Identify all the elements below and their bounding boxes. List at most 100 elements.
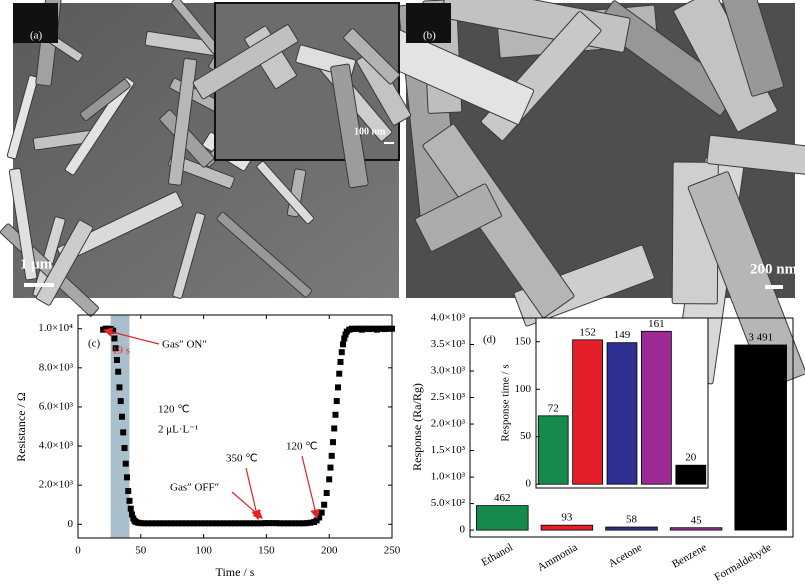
y-tick-label: 2.0×10³: [431, 418, 466, 430]
x-tick-label: Formaldehyde: [712, 541, 773, 583]
data-point: [186, 520, 193, 527]
rod: [414, 183, 502, 252]
data-point: [262, 520, 269, 527]
data-point: [113, 356, 120, 363]
scale-bar-label: 100 nm: [354, 126, 386, 137]
rod: [343, 28, 400, 85]
rod: [64, 77, 135, 176]
value-label: 45: [691, 514, 703, 526]
y-tick-label: 2.5×10³: [431, 391, 466, 403]
plot-frame: [77, 314, 393, 539]
data-point: [129, 511, 136, 518]
data-point: [216, 520, 223, 527]
annotation: 350 ℃: [226, 453, 258, 465]
scale-bar: [384, 142, 394, 144]
rod: [256, 161, 315, 225]
y-tick-label: 50: [520, 430, 532, 442]
x-tick-label: Acetone: [607, 541, 645, 570]
data-point: [152, 520, 159, 527]
x-tick-label: 50: [135, 545, 147, 557]
scale-bar: [24, 283, 54, 287]
data-point: [303, 520, 310, 527]
bar: [734, 344, 787, 531]
data-point: [175, 520, 182, 527]
plot-frame: [535, 317, 709, 489]
data-point: [239, 520, 246, 527]
data-point: [118, 413, 125, 420]
data-point: [318, 509, 325, 516]
y-tick-label: 1.0×10⁴: [38, 322, 73, 334]
data-point: [194, 520, 201, 527]
y-tick-label: 4.0×10³: [39, 440, 74, 452]
data-point: [250, 520, 257, 527]
y-axis-label: Resistance / Ω: [14, 392, 28, 462]
annotation: 120 ℃: [158, 404, 190, 416]
data-point: [224, 520, 231, 527]
bar: [540, 524, 594, 531]
data-point: [205, 520, 212, 527]
sem-inset-rods: [192, 24, 412, 189]
y-tick-label: 4.0×10³: [431, 312, 466, 324]
data-point: [336, 370, 343, 377]
y-axis-label: Response time / s: [500, 364, 512, 441]
data-point: [341, 335, 348, 342]
y-tick-label: 3.0×10³: [431, 365, 466, 377]
value-label: 93: [561, 512, 573, 524]
data-point: [389, 325, 395, 332]
data-point: [137, 520, 144, 527]
x-tick-label: 0: [75, 545, 81, 557]
bar: [675, 464, 707, 485]
value-label: 152: [579, 326, 596, 338]
data-point: [280, 520, 287, 527]
y-tick-label: 0: [460, 524, 466, 536]
data-point: [156, 520, 163, 527]
rod: [6, 75, 39, 160]
x-tick-label: Ethanol: [479, 541, 515, 569]
arrow: [301, 455, 320, 520]
value-label: 20: [685, 452, 697, 464]
x-tick-label: Benzene: [670, 541, 709, 570]
rod: [172, 212, 206, 299]
sem-image-b: [351, 0, 805, 390]
data-point: [333, 398, 340, 405]
data-point: [269, 520, 276, 527]
label-box: [13, 3, 58, 43]
bar: [641, 330, 672, 485]
rod: [422, 123, 575, 319]
scale-bar-label: 1 μm: [20, 256, 53, 272]
data-point: [235, 520, 242, 527]
panel-label: (c): [88, 338, 101, 350]
data-point: [228, 520, 235, 527]
value-label: 149: [614, 329, 631, 341]
scale-bar: [765, 285, 783, 289]
data-point: [179, 520, 186, 527]
data-point: [167, 520, 174, 527]
y-tick-label: 1.0×10³: [431, 471, 466, 483]
value-label: 58: [626, 514, 638, 526]
x-tick-label: 150: [258, 545, 275, 557]
panel-label: (a): [30, 30, 43, 42]
data-point: [213, 520, 220, 527]
bar: [537, 415, 569, 485]
value-label: 161: [648, 318, 665, 330]
rod: [706, 134, 805, 179]
data-point: [141, 520, 148, 527]
data-point: [321, 501, 328, 508]
rod: [192, 24, 299, 100]
rod: [79, 78, 131, 122]
value-label: 3 491: [748, 332, 773, 344]
data-point: [337, 358, 344, 365]
data-point: [265, 520, 272, 527]
data-point: [329, 439, 336, 446]
rod: [168, 57, 198, 186]
data-point: [277, 520, 284, 527]
data-point: [332, 411, 339, 418]
data-point: [254, 520, 261, 527]
rod: [720, 0, 784, 97]
data-point: [273, 520, 280, 527]
arrow: [231, 491, 263, 519]
y-axis-label: Response (Ra/Rg): [410, 383, 424, 471]
label-box: [406, 3, 451, 43]
bar: [605, 526, 658, 531]
